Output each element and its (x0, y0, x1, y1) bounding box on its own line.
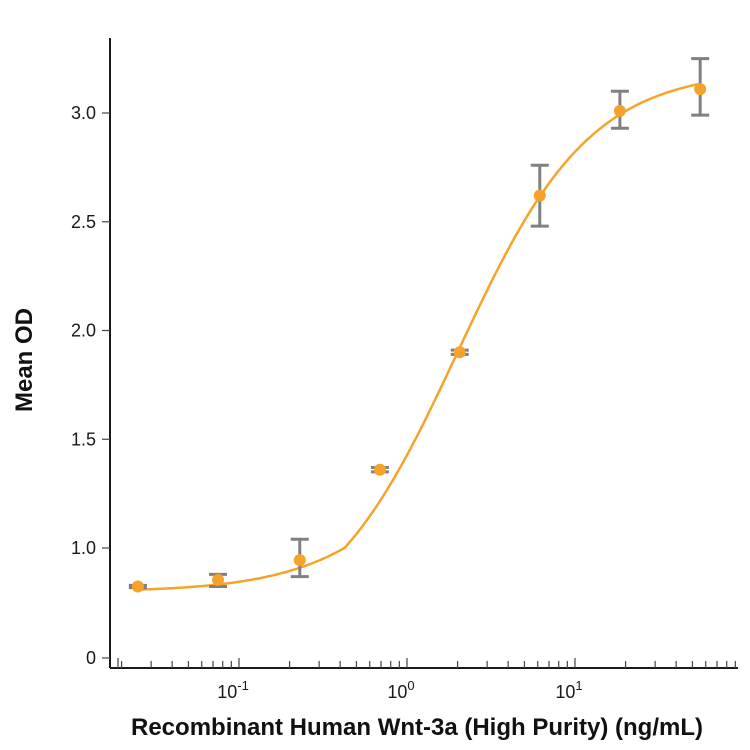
y-tick-label: 1.5 (71, 429, 96, 449)
x-axis-ticks: 10-1 100 101 (117, 658, 736, 702)
y-tick-label: 2.5 (71, 212, 96, 232)
y-tick-label: 2.0 (71, 321, 96, 341)
data-point (212, 573, 225, 586)
y-axis-title: Mean OD (11, 308, 38, 412)
fit-curve (137, 82, 701, 591)
data-point (533, 189, 546, 202)
y-axis-ticks: 0 1.0 1.5 2.0 2.5 3.0 (71, 103, 110, 668)
data-points (131, 83, 707, 593)
x-axis-title: Recombinant Human Wnt-3a (High Purity) (… (131, 714, 703, 741)
y-tick-label: 1.0 (71, 538, 96, 558)
error-bars (128, 57, 710, 590)
data-point (453, 346, 466, 359)
x-tick-label: 101 (555, 678, 582, 702)
y-tick-label: 0 (86, 648, 96, 668)
data-point (694, 83, 707, 96)
data-point (131, 580, 144, 593)
data-point (293, 554, 306, 567)
y-tick-label: 3.0 (71, 103, 96, 123)
x-tick-label: 100 (387, 678, 414, 702)
axes (109, 38, 738, 669)
data-point (373, 463, 386, 476)
x-tick-label: 10-1 (217, 678, 249, 702)
data-point (613, 104, 626, 117)
